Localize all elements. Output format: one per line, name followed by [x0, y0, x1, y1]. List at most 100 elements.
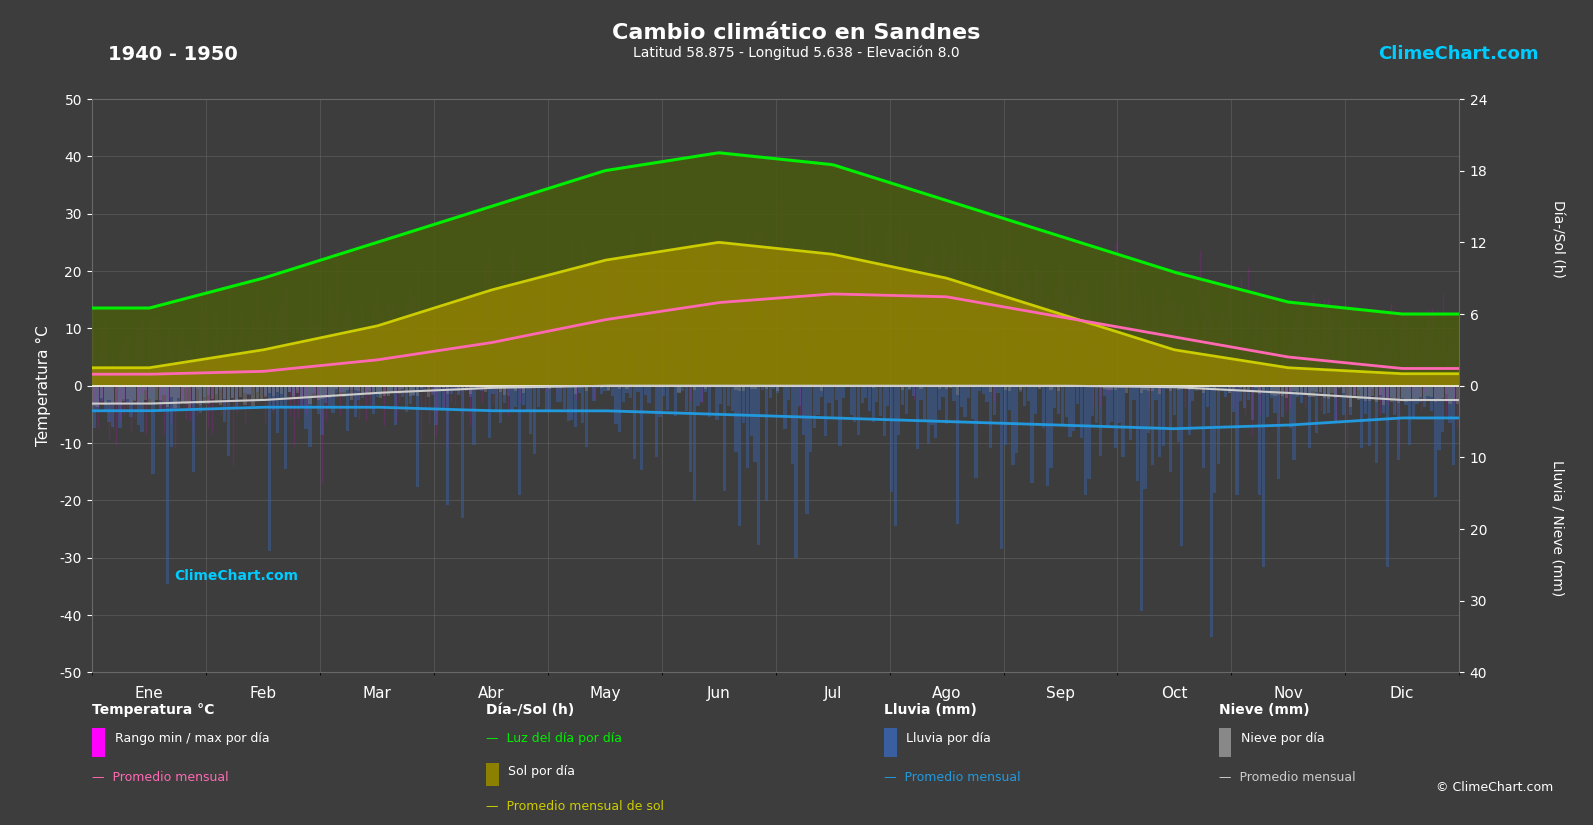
Bar — [151, 386, 155, 403]
Bar — [832, 386, 835, 419]
Bar — [1364, 386, 1367, 401]
Bar — [1360, 386, 1364, 399]
Bar — [430, 386, 433, 395]
Bar — [1180, 386, 1184, 389]
Bar — [151, 386, 155, 474]
Bar — [207, 386, 210, 404]
Bar — [731, 386, 734, 411]
Bar — [1434, 386, 1437, 497]
Bar — [1004, 386, 1007, 446]
Bar — [593, 386, 596, 401]
Bar — [1286, 386, 1289, 398]
Bar — [529, 386, 532, 434]
Bar — [223, 386, 226, 399]
Bar — [304, 386, 307, 398]
Bar — [350, 386, 354, 399]
Bar — [1262, 386, 1265, 389]
Bar — [908, 386, 911, 389]
Bar — [989, 386, 992, 448]
Bar — [335, 386, 338, 389]
Bar — [768, 386, 771, 398]
Text: Latitud 58.875 - Longitud 5.638 - Elevación 8.0: Latitud 58.875 - Longitud 5.638 - Elevac… — [632, 45, 961, 60]
Bar — [1121, 386, 1125, 388]
Bar — [323, 386, 327, 403]
Bar — [499, 386, 502, 423]
Bar — [970, 386, 973, 419]
Bar — [1266, 386, 1270, 417]
Bar — [1411, 386, 1415, 417]
Bar — [1251, 386, 1254, 387]
Bar — [865, 386, 868, 398]
Bar — [551, 386, 554, 387]
Bar — [503, 386, 507, 403]
Bar — [1172, 386, 1176, 387]
Bar — [159, 386, 162, 399]
Bar — [1311, 386, 1314, 397]
Bar — [1236, 386, 1239, 495]
Bar — [1408, 386, 1411, 445]
Bar — [387, 386, 390, 396]
Bar — [666, 386, 669, 410]
Bar — [604, 386, 607, 391]
Bar — [1426, 386, 1429, 396]
Bar — [435, 386, 438, 389]
Bar — [1386, 386, 1389, 400]
Bar — [409, 386, 413, 396]
Bar — [118, 386, 121, 403]
Bar — [143, 386, 147, 390]
Bar — [1408, 386, 1411, 400]
Bar — [398, 386, 401, 394]
Bar — [495, 386, 499, 412]
Bar — [1383, 386, 1386, 412]
Bar — [159, 386, 162, 412]
Bar — [1300, 386, 1303, 394]
Bar — [236, 386, 239, 408]
Bar — [526, 386, 529, 410]
Bar — [1161, 386, 1164, 446]
Bar — [607, 386, 610, 391]
Bar — [346, 386, 349, 431]
Bar — [1243, 386, 1246, 408]
Text: Temperatura °C: Temperatura °C — [92, 703, 215, 717]
Bar — [1292, 386, 1295, 391]
Bar — [379, 386, 382, 395]
Bar — [255, 386, 258, 399]
Bar — [1000, 386, 1004, 549]
Bar — [280, 386, 284, 394]
Bar — [1177, 386, 1180, 390]
Bar — [573, 386, 577, 394]
Bar — [515, 386, 518, 391]
Bar — [231, 386, 234, 398]
Bar — [155, 386, 158, 400]
Bar — [1349, 386, 1352, 407]
Bar — [776, 386, 779, 391]
Bar — [354, 386, 357, 417]
Bar — [292, 386, 295, 399]
Text: Nieve (mm): Nieve (mm) — [1219, 703, 1309, 717]
Bar — [765, 386, 768, 502]
Y-axis label: Temperatura °C: Temperatura °C — [37, 325, 51, 446]
Bar — [1308, 386, 1311, 397]
Bar — [1372, 386, 1375, 389]
Bar — [484, 386, 487, 392]
Bar — [1405, 386, 1408, 405]
Bar — [585, 386, 588, 447]
Bar — [1357, 386, 1360, 390]
Bar — [798, 386, 801, 387]
Bar — [104, 386, 107, 405]
Bar — [1415, 386, 1418, 404]
Bar — [835, 386, 838, 400]
Bar — [1335, 386, 1338, 398]
Bar — [1129, 386, 1133, 440]
Bar — [1020, 386, 1023, 390]
Bar — [967, 386, 970, 398]
Bar — [647, 386, 650, 403]
Bar — [1083, 386, 1086, 495]
Bar — [922, 386, 926, 422]
Bar — [468, 386, 472, 394]
Bar — [1125, 386, 1128, 393]
Bar — [1080, 386, 1083, 438]
Bar — [1386, 386, 1389, 567]
Bar — [354, 386, 357, 390]
Bar — [1316, 386, 1319, 392]
